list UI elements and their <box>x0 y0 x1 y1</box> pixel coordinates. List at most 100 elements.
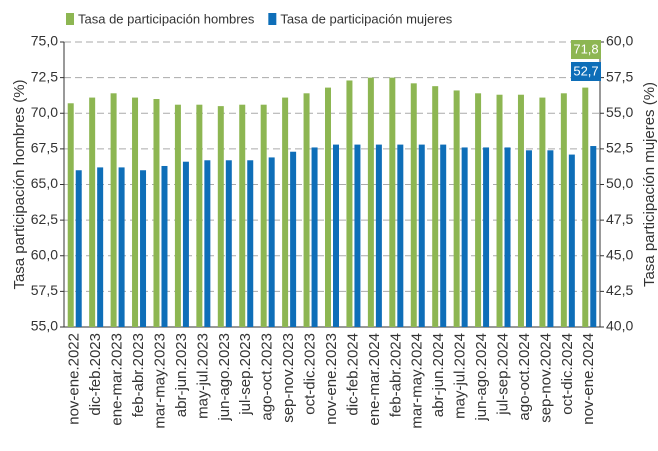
bar <box>354 144 361 327</box>
bar <box>132 97 139 327</box>
x-tick-label: may-jul.2023 <box>194 333 211 419</box>
bar <box>525 150 532 327</box>
bar <box>547 150 554 327</box>
x-tick-label: may-jul.2024 <box>452 333 469 419</box>
x-tick-label: abr-jun.2024 <box>430 333 447 417</box>
x-tick-label: jul-sep.2023 <box>237 333 254 416</box>
y-tick-label: 67,5 <box>31 140 58 156</box>
x-tick-label: ago-oct.2024 <box>516 333 533 421</box>
bar <box>161 165 168 327</box>
y-tick-label: 70,0 <box>31 104 58 120</box>
bar <box>182 161 189 327</box>
bar <box>346 80 353 327</box>
y2-tick-label: 50,0 <box>606 175 633 191</box>
value-label: 52,7 <box>573 63 598 78</box>
bar <box>196 104 203 327</box>
bar <box>118 167 125 327</box>
x-tick-label: dic-feb.2023 <box>87 333 104 416</box>
x-tick-label: mar-may.2023 <box>151 333 168 429</box>
bar <box>397 144 404 327</box>
bar <box>389 77 396 327</box>
x-tick-label: nov-ene.2023 <box>323 333 340 425</box>
x-tick-label: jul-sep.2024 <box>494 333 511 416</box>
y2-axis-label: Tasa participación mujeres (%) <box>641 82 658 287</box>
bar <box>239 104 246 327</box>
x-tick-label: abr-jun.2023 <box>173 333 190 417</box>
value-label-box <box>571 40 601 59</box>
bar <box>110 93 117 327</box>
bar <box>260 104 267 327</box>
x-tick-label: nov-ene.2022 <box>66 333 83 425</box>
y2-tick-label: 40,0 <box>606 318 633 334</box>
x-tick-label: jun-ago.2024 <box>473 333 490 422</box>
y2-tick-label: 47,5 <box>606 211 633 227</box>
bar <box>440 144 447 327</box>
x-tick-label: dic-feb.2024 <box>344 333 361 416</box>
bar <box>225 160 232 327</box>
bar <box>432 86 439 327</box>
x-tick-label: sep-nov.2023 <box>280 333 297 423</box>
y2-tick-label: 55,0 <box>606 104 633 120</box>
bar <box>303 93 310 327</box>
y-tick-label: 72,5 <box>31 68 58 84</box>
y-tick-label: 62,5 <box>31 211 58 227</box>
bar <box>174 104 181 327</box>
bar <box>75 170 82 327</box>
y2-tick-label: 52,5 <box>606 140 633 156</box>
y-axis-label: Tasa participación hombres (%) <box>11 79 28 289</box>
x-tick-label: feb-abr.2023 <box>130 333 147 417</box>
bar <box>204 160 211 327</box>
x-tick-label: ago-oct.2023 <box>259 333 276 421</box>
y2-tick-label: 45,0 <box>606 246 633 262</box>
bar <box>560 93 567 327</box>
bar <box>67 103 74 328</box>
x-tick-label: jun-ago.2023 <box>216 333 233 422</box>
bar <box>325 87 331 327</box>
bar <box>268 157 275 327</box>
bar <box>590 146 597 327</box>
value-label: 71,8 <box>573 41 598 56</box>
legend-label: Tasa de participación hombres <box>78 11 255 26</box>
bar <box>217 106 224 327</box>
bar <box>539 97 546 327</box>
x-tick-label: ene-mar.2023 <box>109 333 126 426</box>
bar <box>496 94 503 327</box>
bar <box>311 147 318 327</box>
y-tick-label: 65,0 <box>31 175 58 191</box>
x-tick-label: sep-nov.2024 <box>537 333 554 423</box>
y2-tick-label: 60,0 <box>606 33 633 49</box>
y-tick-label: 55,0 <box>31 318 58 334</box>
y-tick-label: 60,0 <box>31 246 58 262</box>
bar <box>504 147 511 327</box>
bar <box>461 147 468 327</box>
y-tick-label: 75,0 <box>31 33 58 49</box>
bar <box>582 87 589 327</box>
bar <box>367 77 374 327</box>
legend-swatch <box>66 13 74 25</box>
value-label-box <box>571 62 601 81</box>
bar <box>282 97 289 327</box>
legend-swatch <box>268 13 277 25</box>
legend-label: Tasa de participación mujeres <box>280 11 452 26</box>
bar <box>290 151 297 327</box>
y2-tick-label: 42,5 <box>606 282 633 298</box>
bar <box>453 90 460 327</box>
x-tick-label: ene-mar.2024 <box>366 333 383 426</box>
bar <box>475 93 482 327</box>
bar <box>375 144 382 327</box>
bar <box>517 94 524 327</box>
bar <box>410 83 417 327</box>
y2-tick-label: 57,5 <box>606 68 633 84</box>
bar <box>140 170 147 327</box>
x-tick-label: mar-may.2024 <box>409 333 426 429</box>
x-tick-label: nov-ene.2024 <box>580 333 597 425</box>
y-tick-label: 57,5 <box>31 282 58 298</box>
bar <box>247 160 254 327</box>
bar <box>89 97 96 327</box>
x-tick-label: feb-abr.2024 <box>387 333 404 417</box>
bar <box>333 144 339 327</box>
bar <box>153 99 160 327</box>
bar <box>483 147 490 327</box>
x-tick-label: oct-dic.2024 <box>559 333 576 415</box>
